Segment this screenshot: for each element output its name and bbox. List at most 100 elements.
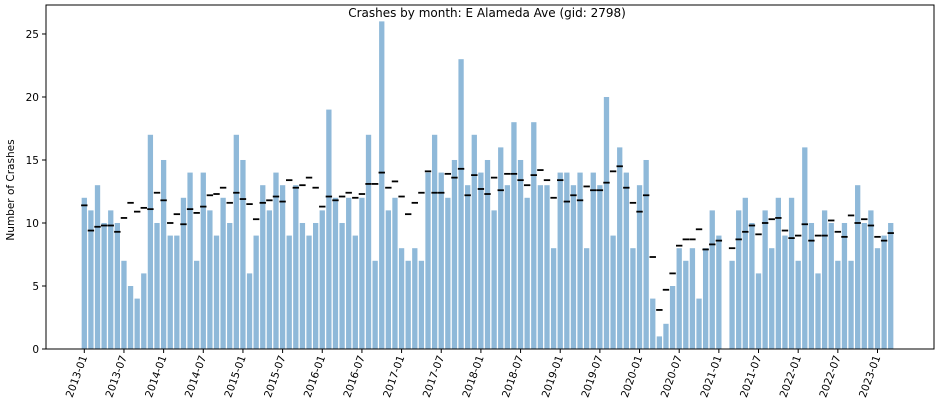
bar: [676, 248, 682, 349]
bar: [636, 185, 643, 349]
x-tick-label: 2019-07: [579, 354, 605, 399]
bar: [213, 235, 220, 349]
plot-frame: [45, 4, 935, 350]
bar: [154, 222, 160, 349]
bar: [339, 222, 345, 349]
bar: [319, 210, 325, 349]
bar: [511, 122, 517, 349]
bar: [795, 260, 801, 349]
x-tick-label: 2022-01: [778, 354, 804, 399]
bar: [788, 197, 795, 349]
bar: [352, 235, 358, 349]
bar: [755, 273, 762, 349]
bar: [398, 248, 405, 349]
bar: [802, 147, 808, 349]
bar: [736, 210, 742, 349]
bar: [491, 210, 497, 349]
bar: [656, 336, 663, 349]
bar: [517, 159, 524, 349]
bar: [683, 260, 689, 349]
bar: [597, 185, 603, 349]
bar: [504, 185, 510, 349]
bar: [617, 147, 623, 349]
bar: [465, 185, 471, 349]
bar: [650, 298, 656, 349]
bar: [769, 248, 775, 349]
bar: [584, 248, 590, 349]
bar: [544, 185, 550, 349]
x-tick-label: 2020-07: [659, 354, 685, 399]
x-tick-label: 2020-01: [619, 354, 645, 399]
bar: [418, 260, 425, 349]
bar: [451, 159, 458, 349]
bar: [874, 248, 881, 349]
x-tick-label: 2015-01: [222, 354, 248, 399]
bar: [855, 185, 861, 349]
bar: [306, 235, 312, 349]
x-tick-label: 2013-01: [64, 354, 90, 399]
x-tick-label: 2018-01: [460, 354, 486, 399]
bar: [220, 197, 226, 349]
bar: [888, 222, 894, 349]
bar: [868, 210, 874, 349]
bar: [253, 235, 259, 349]
bar: [81, 197, 87, 349]
bar: [458, 59, 464, 350]
x-tick-label: 2017-07: [421, 354, 447, 399]
x-tick-label: 2013-07: [103, 354, 129, 399]
bar: [445, 197, 451, 349]
bar: [835, 260, 841, 349]
mean-markers-group: [81, 165, 894, 311]
bar: [94, 185, 101, 349]
x-tick-label: 2022-07: [817, 354, 843, 399]
bar: [286, 235, 292, 349]
bar: [246, 273, 253, 349]
x-tick-label: 2014-01: [143, 354, 169, 399]
bar: [332, 197, 339, 349]
x-tick-label: 2021-01: [698, 354, 724, 399]
x-tick-label: 2014-07: [183, 354, 209, 399]
bar: [326, 109, 332, 349]
bar: [729, 260, 735, 349]
bar: [663, 323, 669, 349]
x-tick-label: 2017-01: [381, 354, 407, 399]
bar: [524, 197, 530, 349]
bar: [577, 172, 583, 349]
bar: [187, 172, 193, 349]
x-tick-label: 2019-01: [540, 354, 566, 399]
bar: [141, 273, 147, 349]
bar: [134, 298, 140, 349]
bar: [603, 96, 610, 350]
bar: [557, 172, 563, 349]
bar: [372, 260, 378, 349]
bar: [570, 185, 577, 349]
bar: [762, 210, 768, 349]
y-tick-label: 15: [26, 155, 39, 167]
bar: [167, 235, 173, 349]
y-tick-label: 25: [26, 29, 39, 41]
bar: [782, 235, 788, 349]
x-tick-label: 2015-07: [262, 354, 288, 399]
x-tick-label: 2016-07: [341, 354, 367, 399]
y-tick-label: 0: [32, 344, 39, 356]
y-tick-label: 5: [32, 281, 39, 293]
bar: [808, 222, 815, 349]
bar: [643, 159, 649, 349]
bar: [742, 197, 748, 349]
bar: [279, 185, 286, 349]
bar: [174, 235, 180, 349]
bar: [815, 273, 821, 349]
bar: [88, 210, 94, 349]
bar: [431, 134, 438, 349]
bar: [709, 210, 715, 349]
bar: [365, 134, 372, 349]
bar: [260, 185, 266, 349]
bar: [233, 134, 239, 349]
bar: [828, 222, 834, 349]
bar: [273, 172, 279, 349]
bar: [702, 248, 709, 349]
bar: [610, 235, 616, 349]
x-axis: 2013-01 2013-07 2014-01 2014-07 2015-01 2015-…: [64, 349, 883, 399]
y-axis: 0 5 10 15 20 25: [26, 29, 46, 356]
